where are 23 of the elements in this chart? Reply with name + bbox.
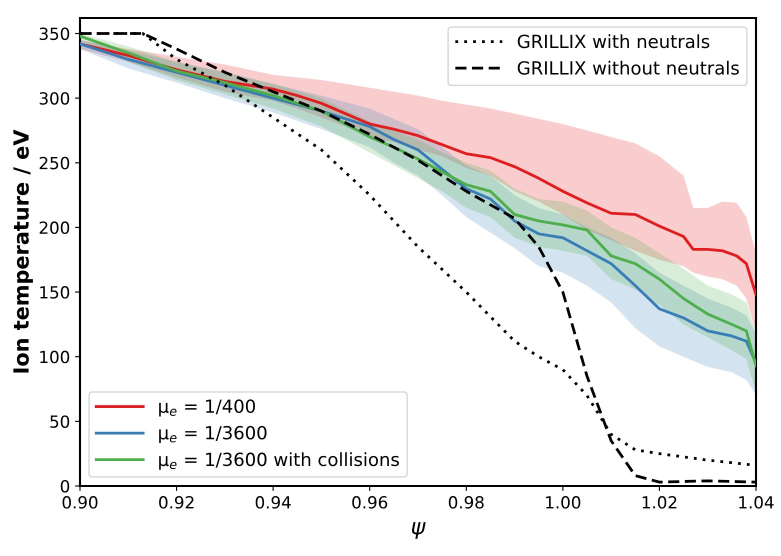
x-axis-title: ψ (412, 522, 426, 539)
y-tick-label: 100 (40, 350, 70, 364)
y-tick-label: 150 (40, 286, 70, 299)
y-tick-label: 300 (40, 92, 70, 105)
legend-label: μ$_{e}$ = 1/3600 with collisions (159, 452, 399, 470)
y-tick-label: 250 (40, 156, 70, 170)
legend-label: GRILLIX with neutrals (518, 34, 710, 48)
legend-label: GRILLIX without neutrals (518, 60, 739, 75)
y-tick-label: 50 (50, 415, 70, 428)
x-tick-label: 1.02 (642, 496, 676, 509)
x-tick-label: 1.00 (546, 496, 580, 509)
x-tick-label: 0.92 (159, 496, 194, 509)
legend-label: μ$_{e}$ = 1/400 (159, 399, 256, 416)
y-tick-label: 0 (60, 480, 70, 493)
y-axis-title: Ion temperature / eV (13, 130, 33, 373)
x-tick-label: 0.96 (352, 496, 388, 509)
x-tick-label: 1.04 (739, 496, 774, 509)
y-tick-label: 200 (40, 221, 70, 234)
legend-label: μ$_{e}$ = 1/3600 (159, 426, 266, 444)
y-tick-label: 350 (40, 27, 70, 40)
x-tick-label: 0.98 (448, 496, 484, 509)
x-tick-label: 0.94 (256, 496, 291, 509)
x-tick-label: 0.90 (62, 496, 98, 509)
